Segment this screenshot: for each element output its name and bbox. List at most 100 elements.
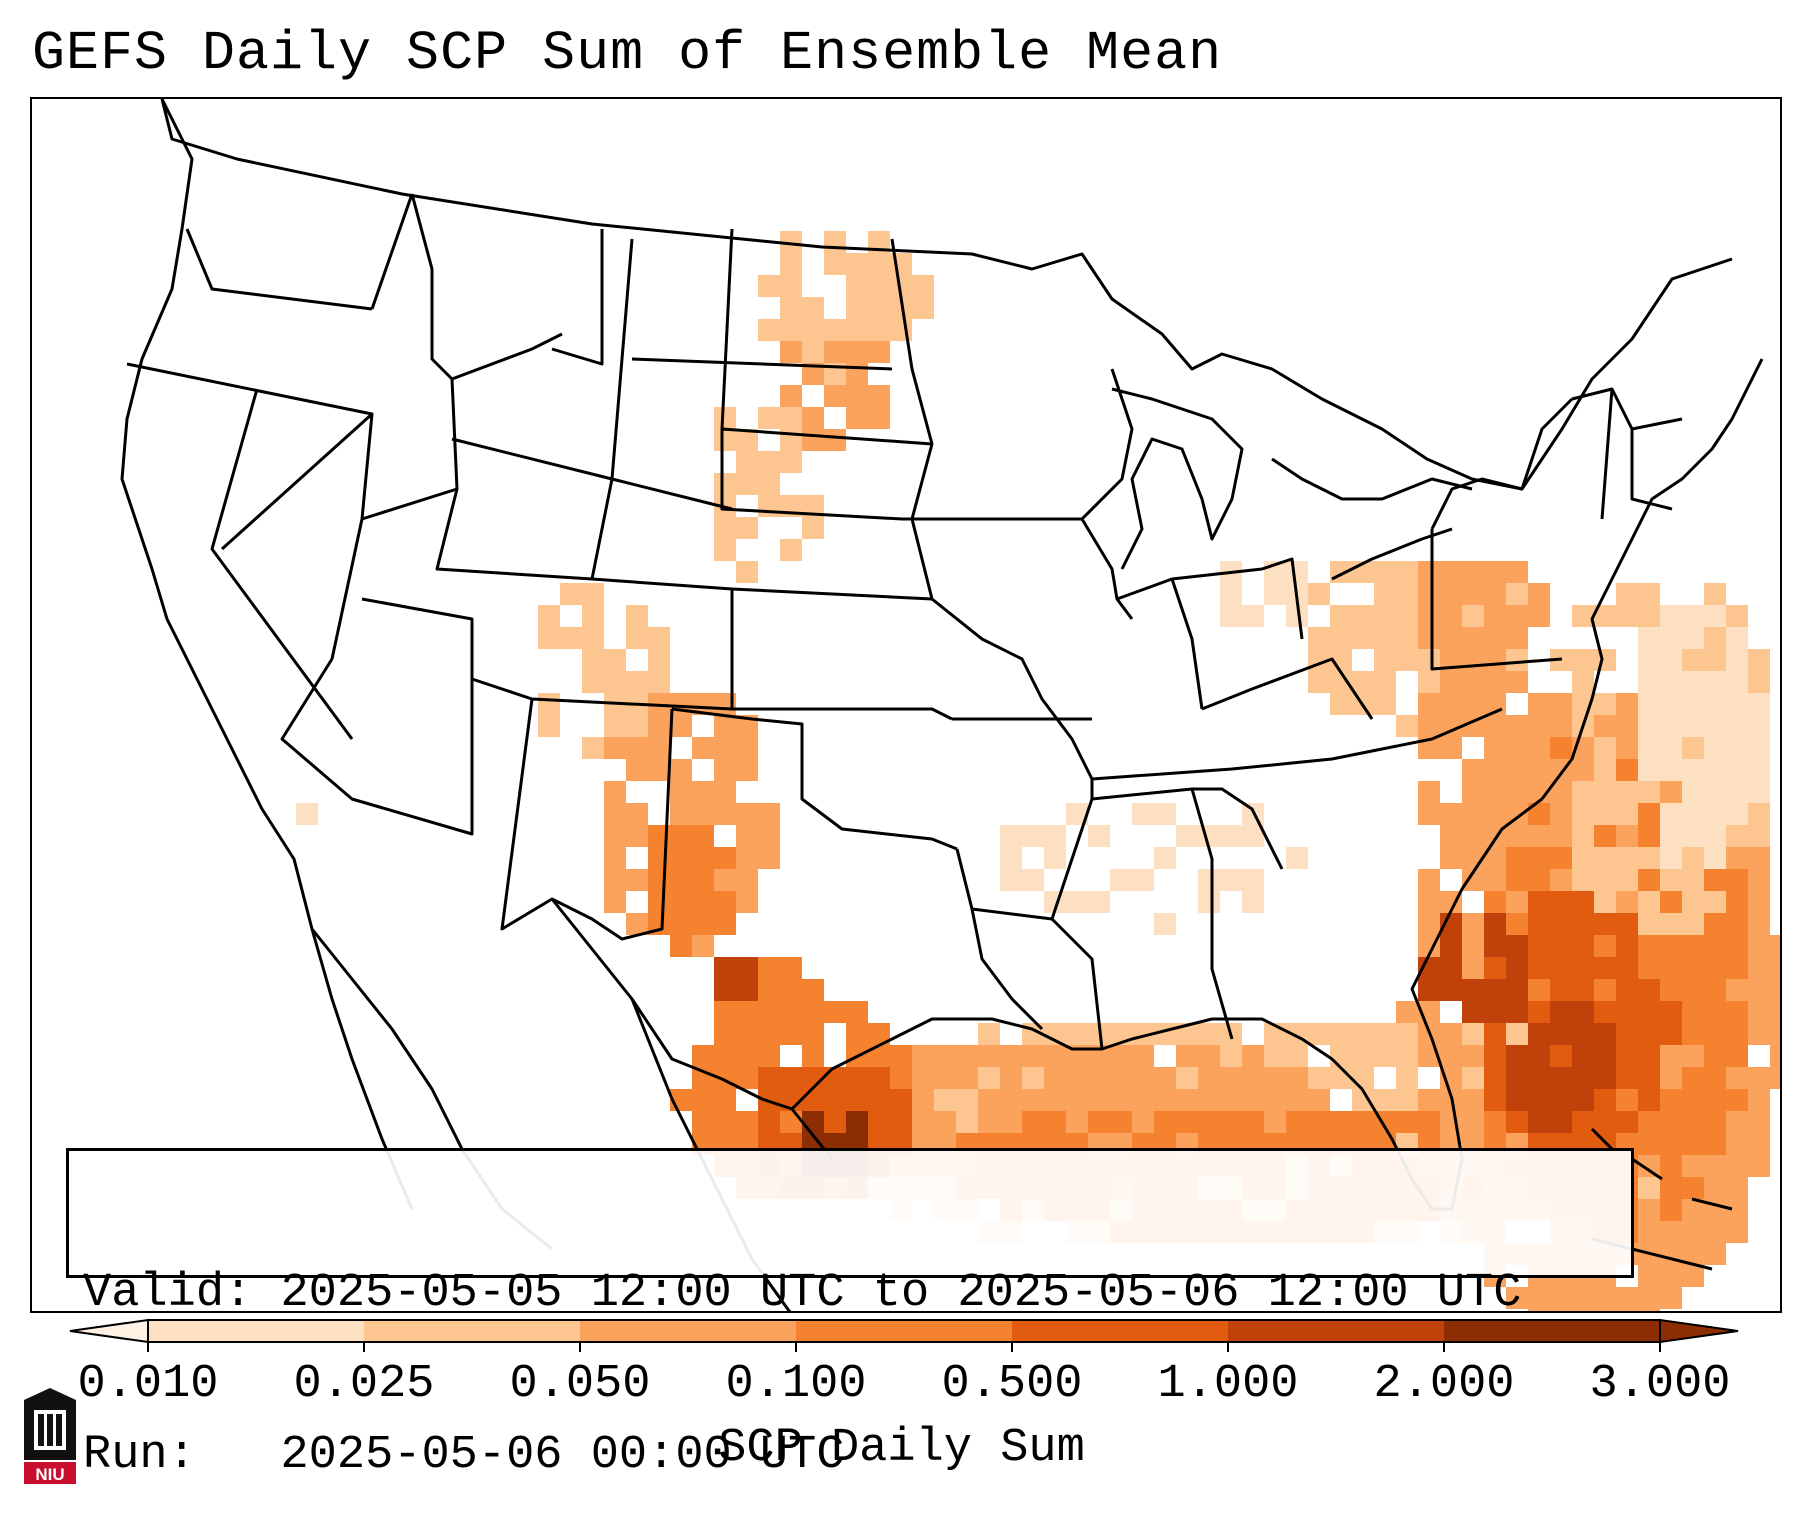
scp-cell	[1198, 1089, 1220, 1111]
scp-cell	[1506, 1111, 1528, 1133]
scp-cell	[648, 891, 670, 913]
scp-cell	[692, 1045, 714, 1067]
scp-cell	[846, 407, 868, 429]
scp-cell	[780, 1111, 802, 1133]
scp-cell	[1242, 605, 1264, 627]
scp-cell	[670, 759, 692, 781]
scp-cell	[1682, 1243, 1704, 1265]
scp-cell	[1462, 1045, 1484, 1067]
scp-cell	[1616, 583, 1638, 605]
scp-cell	[824, 429, 846, 451]
scp-cell	[296, 803, 318, 825]
scp-cell	[714, 979, 736, 1001]
scp-cell	[868, 275, 890, 297]
scp-cell	[1682, 1067, 1704, 1089]
scp-cell	[1704, 825, 1726, 847]
scp-cell	[846, 385, 868, 407]
scp-cell	[604, 715, 626, 737]
scp-cell	[1748, 1155, 1770, 1177]
scp-cell	[1264, 1045, 1286, 1067]
scp-cell	[1418, 1089, 1440, 1111]
scp-cell	[692, 737, 714, 759]
scp-cell	[1594, 1089, 1616, 1111]
scp-cell	[758, 957, 780, 979]
scp-cell	[1528, 935, 1550, 957]
colorbar-tick-label: 0.050	[509, 1358, 651, 1411]
scp-cell	[1704, 1089, 1726, 1111]
scp-cell	[626, 825, 648, 847]
scp-cell	[1660, 1001, 1682, 1023]
scp-cell	[1352, 1111, 1374, 1133]
scp-cell	[1528, 759, 1550, 781]
scp-cell	[1286, 605, 1308, 627]
scp-cell	[1484, 1045, 1506, 1067]
scp-cell	[1660, 627, 1682, 649]
scp-cell	[1022, 1045, 1044, 1067]
scp-cell	[780, 319, 802, 341]
scp-cell	[1660, 1067, 1682, 1089]
scp-cell	[758, 1111, 780, 1133]
scp-cell	[1506, 759, 1528, 781]
scp-cell	[1396, 627, 1418, 649]
scp-cell	[1440, 605, 1462, 627]
scp-cell	[1506, 979, 1528, 1001]
scp-cell	[1308, 1089, 1330, 1111]
scp-cell	[1352, 1045, 1374, 1067]
scp-cell	[846, 297, 868, 319]
scp-cell	[934, 1045, 956, 1067]
scp-cell	[1506, 737, 1528, 759]
scp-cell	[1462, 759, 1484, 781]
scp-cell	[1396, 583, 1418, 605]
run-row: Run: 2025-05-06 00:00 UTC	[83, 1429, 1617, 1483]
scp-cell	[1616, 935, 1638, 957]
scp-cell	[1550, 715, 1572, 737]
scp-cell	[1638, 1287, 1660, 1309]
scp-cell	[1484, 869, 1506, 891]
scp-cell	[1506, 627, 1528, 649]
scp-cell	[1550, 1287, 1572, 1309]
scp-cell	[1660, 759, 1682, 781]
scp-cell	[780, 979, 802, 1001]
scp-cell	[1726, 715, 1748, 737]
scp-cell	[1550, 693, 1572, 715]
scp-cell	[604, 869, 626, 891]
scp-cell	[648, 869, 670, 891]
scp-cell	[1616, 1309, 1638, 1311]
scp-cell	[1396, 1045, 1418, 1067]
scp-cell	[1748, 671, 1770, 693]
scp-cell	[1396, 605, 1418, 627]
scp-cell	[1594, 1023, 1616, 1045]
colorbar-tick-label: 0.025	[293, 1358, 435, 1411]
scp-cell	[1330, 1067, 1352, 1089]
scp-cell	[736, 1045, 758, 1067]
scp-cell	[1660, 649, 1682, 671]
scp-cell	[1638, 803, 1660, 825]
scp-cell	[780, 341, 802, 363]
scp-cell	[1594, 1001, 1616, 1023]
scp-cell	[714, 1045, 736, 1067]
scp-cell	[1748, 649, 1770, 671]
scp-cell	[1616, 1045, 1638, 1067]
scp-cell	[1176, 1023, 1198, 1045]
scp-cell	[1110, 1067, 1132, 1089]
scp-cell	[1572, 1089, 1594, 1111]
scp-cell	[1352, 671, 1374, 693]
scp-cell	[1462, 1001, 1484, 1023]
scp-cell	[1000, 869, 1022, 891]
scp-cell	[868, 1111, 890, 1133]
scp-cell	[1506, 913, 1528, 935]
scp-cell	[626, 715, 648, 737]
scp-cell	[802, 407, 824, 429]
page-title: GEFS Daily SCP Sum of Ensemble Mean	[32, 22, 1223, 85]
scp-cell	[1682, 627, 1704, 649]
scp-cell	[538, 627, 560, 649]
scp-cell	[1594, 847, 1616, 869]
scp-cell	[1682, 693, 1704, 715]
scp-cell	[1440, 649, 1462, 671]
scp-cell	[1418, 561, 1440, 583]
scp-cell	[868, 231, 890, 253]
scp-cell	[1660, 935, 1682, 957]
scp-cell	[1528, 1287, 1550, 1309]
scp-cell	[1308, 583, 1330, 605]
scp-cell	[736, 1001, 758, 1023]
